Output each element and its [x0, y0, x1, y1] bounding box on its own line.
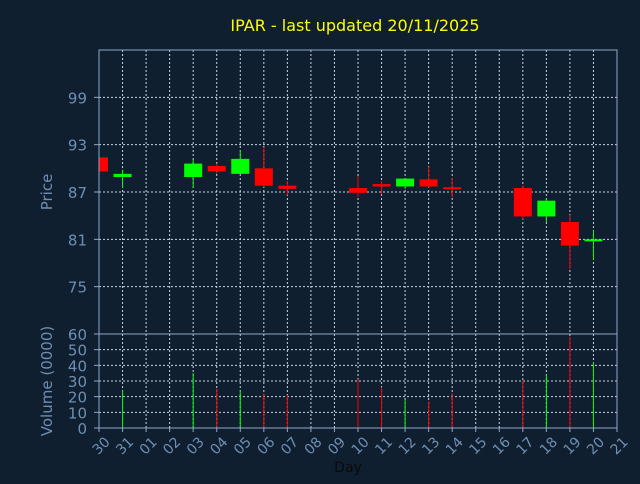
volume-tick-label: 10: [68, 404, 87, 422]
candle-body: [349, 188, 367, 193]
volume-tick-label: 50: [68, 342, 87, 360]
x-axis-label: Day: [334, 460, 362, 476]
candle-body: [537, 200, 556, 217]
candle-body: [207, 165, 226, 172]
marks-layer: [98, 147, 603, 428]
chart-title: IPAR - last updated 20/11/2025: [230, 16, 479, 35]
volume-tick-label: 0: [77, 420, 87, 438]
price-axis-label: Price: [38, 174, 56, 211]
candle-body: [396, 178, 415, 187]
candle-body: [278, 185, 297, 189]
volume-axis-label: Volume (0000): [38, 326, 56, 436]
price-tick-label: 87: [68, 184, 87, 202]
candle-body: [184, 163, 203, 178]
price-tick-label: 75: [68, 279, 87, 297]
candle-body: [372, 184, 391, 187]
candle-body: [560, 221, 579, 246]
grid-layer: [99, 50, 617, 428]
volume-tick-label: 60: [68, 326, 87, 344]
candle-body: [419, 179, 438, 187]
candle-body: [231, 158, 250, 174]
price-tick-label: 81: [68, 231, 87, 249]
candle-body: [584, 239, 603, 242]
volume-tick-label: 40: [68, 357, 87, 375]
candle-body: [443, 187, 462, 190]
volume-tick-label: 20: [68, 389, 87, 407]
price-tick-label: 99: [68, 89, 87, 107]
candle-body: [113, 173, 132, 178]
volume-tick-label: 30: [68, 373, 87, 391]
candle-body: [99, 157, 108, 172]
axes-layer: [94, 49, 618, 432]
candle-body: [513, 188, 532, 217]
candle-body: [254, 168, 273, 186]
price-tick-label: 93: [68, 137, 87, 155]
